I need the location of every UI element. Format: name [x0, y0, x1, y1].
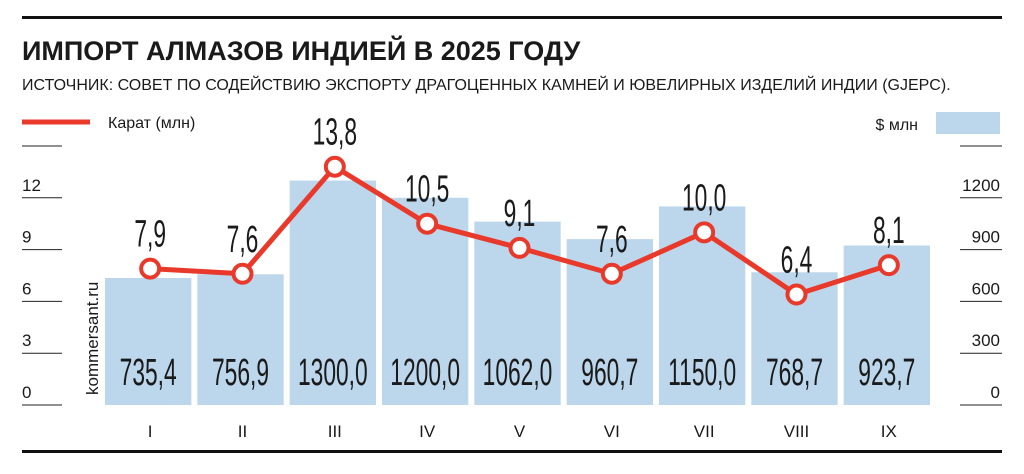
line-value-label: 7,6	[596, 218, 628, 260]
bar-value-label: 1200,0	[390, 351, 460, 393]
x-tick-label: IX	[881, 422, 897, 441]
line-point	[416, 212, 439, 235]
bar-value-label: 756,9	[212, 351, 269, 393]
x-tick-label: VI	[604, 422, 620, 441]
chart-title: ИМПОРТ АЛМАЗОВ ИНДИЕЙ В 2025 ГОДУ	[22, 35, 581, 66]
line-value-label: 7,9	[134, 213, 166, 255]
top-rule	[22, 16, 1002, 19]
bar-value-label: 960,7	[581, 351, 638, 393]
bar-value-label: 1062,0	[483, 351, 553, 393]
bar-value-label: 735,4	[120, 351, 177, 393]
line-value-label: 13,8	[313, 111, 357, 153]
line-value-label: 10,0	[682, 176, 726, 218]
x-tick-label: IV	[419, 422, 436, 441]
line-point	[139, 257, 162, 280]
watermark: kommersant.ru	[83, 282, 102, 395]
bottom-rule	[22, 450, 1002, 453]
line-value-label: 7,6	[227, 218, 259, 260]
bar	[197, 274, 284, 405]
legend-swatch	[936, 112, 1000, 134]
x-tick-label: II	[238, 422, 247, 441]
line-point	[508, 236, 531, 259]
line-value-label: 8,1	[873, 209, 905, 251]
bar	[289, 180, 376, 405]
line-point	[877, 254, 900, 277]
y2-tick-label: 1200	[962, 176, 1000, 195]
line-point	[231, 262, 254, 285]
line-value-label: 10,5	[405, 168, 449, 210]
line-point	[600, 262, 623, 285]
bar-value-label: 768,7	[766, 351, 823, 393]
line-value-label: 9,1	[504, 192, 536, 234]
y-tick-label: 6	[22, 279, 31, 298]
line-value-label: 6,4	[781, 239, 813, 281]
y2-tick-label: 600	[972, 279, 1000, 298]
bar-value-label: 1150,0	[668, 351, 736, 393]
legend-label: Карат (млн)	[108, 115, 195, 132]
y2-tick-label: 300	[972, 331, 1000, 350]
y-tick-label: 3	[22, 331, 31, 350]
y-tick-label: 0	[22, 383, 31, 402]
line-point	[693, 221, 716, 244]
x-tick-label: VII	[694, 422, 715, 441]
x-tick-label: VIII	[784, 422, 810, 441]
x-tick-label: V	[514, 422, 526, 441]
y2-tick-label: 0	[991, 383, 1000, 402]
legend-label: $ млн	[875, 117, 918, 134]
y-tick-label: 9	[22, 228, 31, 247]
x-tick-label: I	[148, 422, 153, 441]
x-tick-label: III	[328, 422, 342, 441]
y2-tick-label: 900	[972, 228, 1000, 247]
bar	[105, 278, 192, 405]
bar-value-label: 1300,0	[298, 351, 368, 393]
chart-subtitle: ИСТОЧНИК: СОВЕТ ПО СОДЕЙСТВИЮ ЭКСПОРТУ Д…	[22, 75, 951, 94]
line-point	[323, 155, 346, 178]
bar-value-label: 923,7	[858, 351, 915, 393]
y-tick-label: 12	[22, 176, 41, 195]
line-point	[785, 283, 808, 306]
